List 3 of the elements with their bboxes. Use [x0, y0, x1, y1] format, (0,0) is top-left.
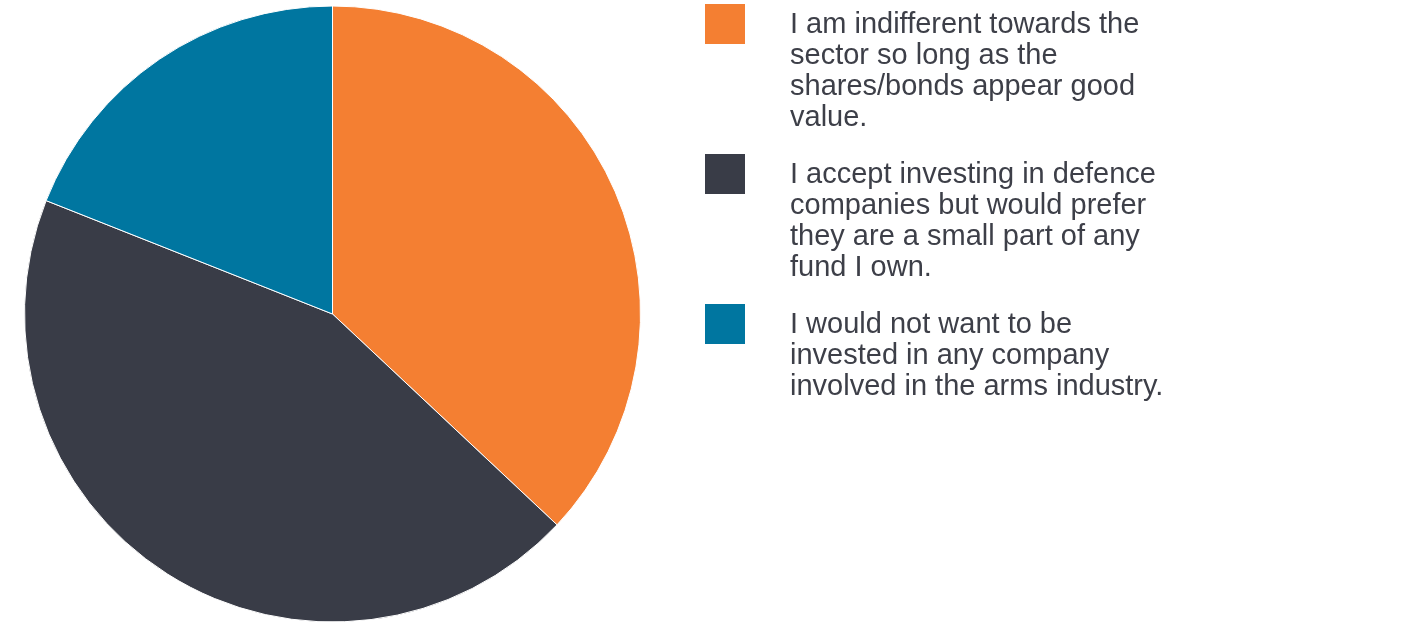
- legend-label: I am indifferent towards the sector so long as the shares/bonds appear good value.: [790, 7, 1140, 132]
- legend-label: I would not want to be invested in any company involved in the arms industry.: [790, 307, 1164, 401]
- legend-label: I accept investing in defence companies but would prefer they are a small part of any fund I own.: [790, 157, 1156, 282]
